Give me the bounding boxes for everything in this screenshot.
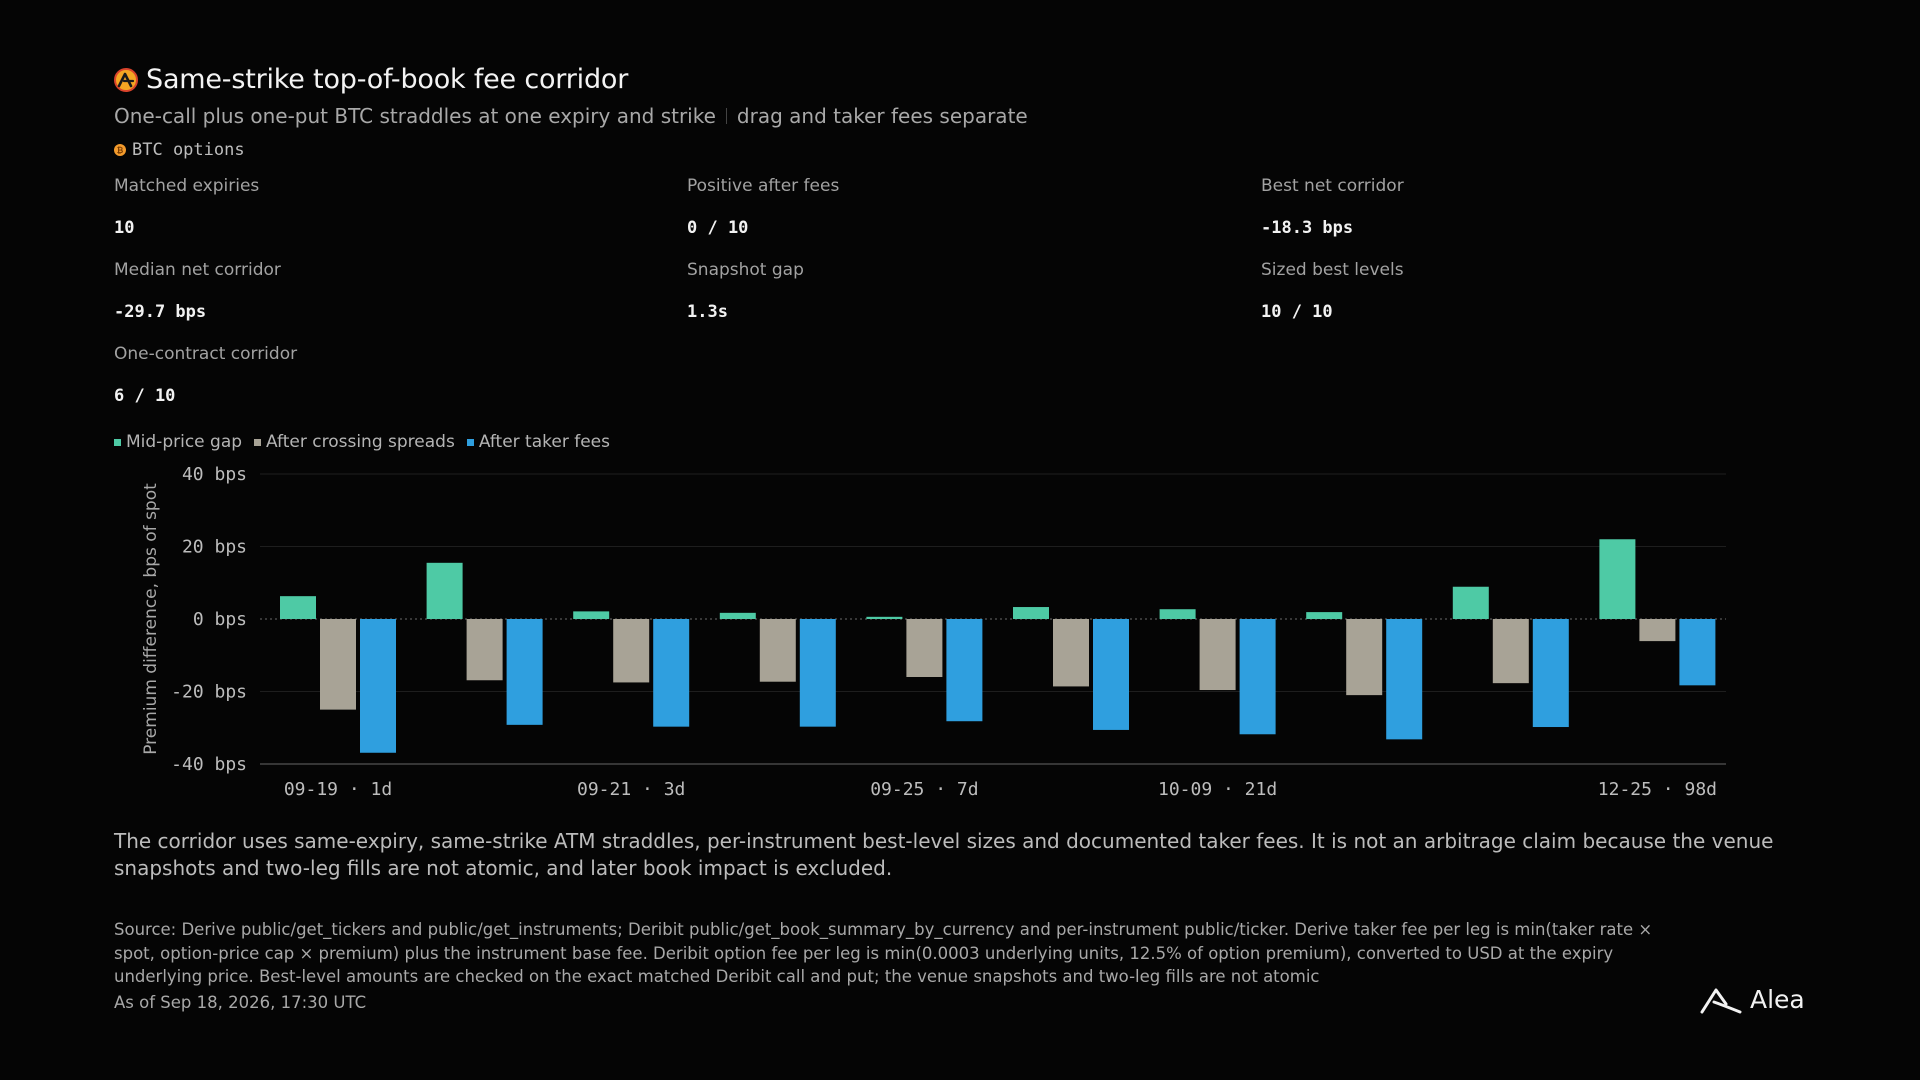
bar-mid-price-gap [280, 596, 316, 619]
bar-after-taker-fees [653, 619, 690, 727]
asset-tag: ₿ BTC options [114, 140, 245, 160]
legend-label: Mid-price gap [126, 432, 243, 452]
legend-label: After taker fees [478, 432, 610, 452]
x-tick-label: 10-09 · 21d [1158, 779, 1277, 800]
bar-after-crossing-spreads [1053, 619, 1089, 687]
bar-mid-price-gap [1159, 609, 1196, 619]
asset-tag-label: BTC options [132, 140, 245, 160]
brand-name: Alea [1750, 985, 1805, 1014]
x-tick-label: 09-25 · 7d [870, 779, 978, 800]
bar-chart: 40 bps 20 bps 0 bps -20 bps -40 bps Premium d… [141, 464, 1726, 800]
stat-value: 10 [114, 218, 135, 238]
stat-sized-best-levels: Sized best levels 10 / 10 [1261, 260, 1404, 322]
bar-after-taker-fees [1679, 619, 1716, 686]
stat-value: 1.3s [687, 302, 728, 322]
legend-swatch [466, 438, 474, 446]
stat-value: 6 / 10 [114, 386, 176, 406]
bar-mid-price-gap [426, 562, 463, 619]
bar-mid-price-gap [866, 616, 903, 619]
x-tick-label: 12-25 · 98d [1598, 779, 1717, 800]
subtitle-secondary: drag and taker fees separate [736, 104, 1028, 128]
alea-logo-icon [1700, 988, 1742, 1013]
legend-item-mid-price: Mid-price gap [114, 432, 242, 452]
bar-after-crossing-spreads [1346, 619, 1383, 696]
y-tick-label: 0 bps [193, 609, 247, 630]
legend-item-after-spreads: After crossing spreads [254, 432, 455, 452]
stat-snapshot-gap: Snapshot gap 1.3s [687, 260, 804, 322]
subtitle: One-call plus one-put BTC straddles at o… [114, 104, 1028, 128]
bar-after-crossing-spreads [466, 619, 503, 681]
bar-mid-price-gap [573, 611, 610, 619]
legend-item-after-fees: After taker fees [466, 432, 610, 452]
stat-matched-expiries: Matched expiries 10 [114, 176, 259, 238]
stat-label: Positive after fees [687, 176, 840, 196]
stat-value: -29.7 bps [114, 302, 207, 322]
bar-after-crossing-spreads [759, 619, 796, 682]
y-tick-label: 20 bps [182, 537, 247, 558]
bar-after-taker-fees [799, 619, 836, 727]
stat-label: Best net corridor [1261, 176, 1404, 196]
bar-mid-price-gap [1306, 612, 1343, 619]
bar-after-crossing-spreads [1199, 619, 1236, 691]
bar-mid-price-gap [1452, 586, 1489, 619]
as-of-timestamp: As of Sep 18, 2026, 17:30 UTC [114, 993, 367, 1012]
bar-after-crossing-spreads [1492, 619, 1529, 684]
stat-best-net-corridor: Best net corridor -18.3 bps [1261, 176, 1404, 238]
stat-value: 0 / 10 [687, 218, 749, 238]
x-tick-label: 09-21 · 3d [577, 779, 685, 800]
stat-label: Median net corridor [114, 260, 281, 280]
page-title: Same-strike top-of-book fee corridor [146, 64, 629, 95]
stat-label: Matched expiries [114, 176, 260, 196]
stat-label: Sized best levels [1261, 260, 1404, 280]
bar-after-taker-fees [1239, 619, 1276, 735]
source-note: Source: Derive public/get_tickers and pu… [114, 920, 1653, 986]
y-axis-label: Premium difference, bps of spot [141, 483, 161, 755]
bitcoin-icon: ₿ [114, 144, 126, 156]
bar-after-taker-fees [1093, 619, 1129, 730]
bar-after-crossing-spreads [613, 619, 650, 683]
subtitle-divider [725, 108, 727, 124]
title-row: Same-strike top-of-book fee corridor [114, 64, 628, 95]
bar-mid-price-gap [1013, 607, 1049, 619]
y-tick-label: -20 bps [171, 682, 247, 703]
stat-value: -18.3 bps [1261, 218, 1354, 238]
bar-after-taker-fees [1386, 619, 1423, 740]
bar-after-taker-fees [506, 619, 543, 725]
subtitle-main: One-call plus one-put BTC straddles at o… [114, 104, 716, 128]
bar-mid-price-gap [719, 612, 756, 619]
bar-after-crossing-spreads [906, 619, 943, 677]
bar-after-taker-fees [946, 619, 983, 722]
bar-after-taker-fees [360, 619, 396, 753]
y-tick-label: -40 bps [171, 754, 247, 775]
bar-after-taker-fees [1532, 619, 1569, 728]
x-tick-label: 09-19 · 1d [284, 779, 392, 800]
y-tick-label: 40 bps [182, 464, 247, 485]
methodology-note: The corridor uses same-expiry, same-stri… [114, 829, 1774, 880]
legend-label: After crossing spreads [266, 432, 455, 452]
stat-positive-after-fees: Positive after fees 0 / 10 [687, 176, 839, 238]
stat-label: One-contract corridor [114, 344, 298, 364]
brand-logo-icon [114, 67, 138, 92]
chart-legend: Mid-price gap After crossing spreads Aft… [114, 432, 610, 452]
brand: Alea [1700, 985, 1805, 1014]
bar-mid-price-gap [1599, 539, 1636, 619]
stat-label: Snapshot gap [687, 260, 804, 280]
bar-after-crossing-spreads [1639, 619, 1676, 642]
stat-value: 10 / 10 [1261, 302, 1333, 322]
legend-swatch [114, 438, 121, 446]
stat-one-contract-corridor: One-contract corridor 6 / 10 [114, 344, 297, 406]
stat-median-net-corridor: Median net corridor -29.7 bps [114, 260, 281, 322]
legend-swatch [254, 438, 262, 446]
bar-after-crossing-spreads [320, 619, 356, 710]
